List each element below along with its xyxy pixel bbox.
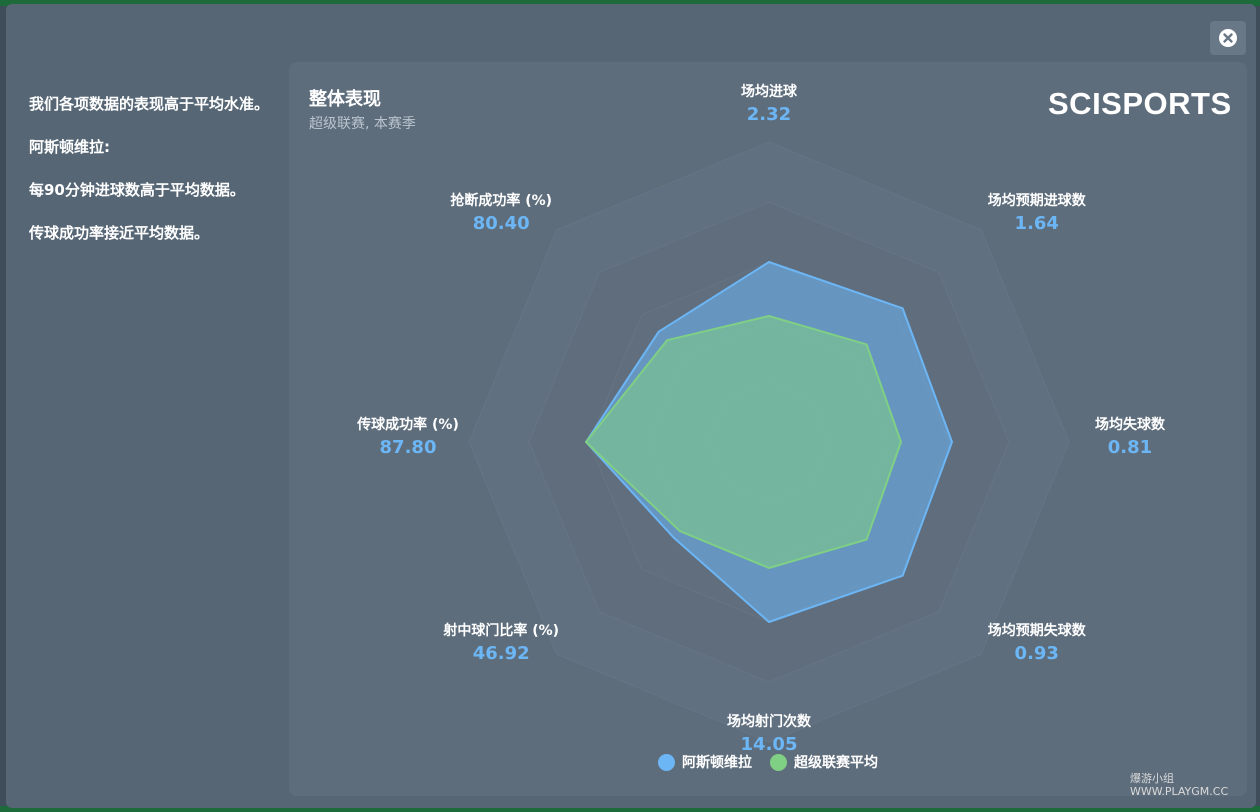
chart-legend: 阿斯顿维拉 超级联赛平均: [658, 752, 878, 772]
radar-axis-value: 14.05: [740, 734, 798, 755]
legend-dot-league: [770, 753, 787, 771]
watermark: 爆游小组 WWW.PLAYGM.CC: [1130, 772, 1228, 798]
radar-axis-label: 传球成功率 (%) 87.80: [308, 416, 508, 459]
overall-performance-panel: 整体表现 超级联赛, 本赛季 SCISPORTS 场均进球 2.32 场均预期进球数…: [289, 62, 1247, 796]
radar-axis-label: 场均失球数 0.81: [1030, 416, 1230, 459]
radar-axis-label: 场均预期进球数 1.64: [937, 192, 1137, 235]
radar-axis-name: 射中球门比率 (%): [443, 622, 560, 639]
radar-axis-label: 抢断成功率 (%) 80.40: [401, 192, 601, 235]
background-strip-bottom: [0, 806, 1260, 812]
radar-axis-label: 射中球门比率 (%) 46.92: [401, 622, 601, 665]
legend-label-league: 超级联赛平均: [794, 755, 878, 771]
radar-axis-name: 场均射门次数: [727, 714, 811, 730]
radar-axis-label: 场均射门次数 14.05: [669, 713, 869, 756]
radar-axis-name: 场均预期进球数: [987, 193, 1086, 210]
radar-axis-name: 场均失球数: [1095, 417, 1165, 433]
radar-axis-label: 场均预期失球数 0.93: [937, 622, 1137, 665]
background-strip-top: [0, 0, 1260, 6]
note-goals: 每90分钟进球数高于平均数据。: [29, 181, 245, 199]
radar-axis-name: 场均预期失球数: [987, 622, 1086, 639]
radar-axis-value: 46.92: [472, 642, 530, 664]
panel-subtitle: 超级联赛, 本赛季: [309, 116, 416, 132]
note-summary: 我们各项数据的表现高于平均水准。: [29, 95, 270, 113]
performance-modal: 我们各项数据的表现高于平均水准。 阿斯顿维拉: 每90分钟进球数高于平均数据。 …: [6, 4, 1256, 808]
radar-axis-name: 传球成功率 (%): [357, 417, 459, 433]
legend-label-team: 阿斯顿维拉: [682, 755, 752, 771]
close-button[interactable]: [1210, 21, 1246, 55]
radar-axis-value: 87.80: [379, 437, 437, 458]
close-icon: [1219, 29, 1237, 47]
legend-item-league: 超级联赛平均: [770, 752, 878, 772]
panel-title: 整体表现: [309, 89, 381, 110]
analysis-notes: 我们各项数据的表现高于平均水准。 阿斯顿维拉: 每90分钟进球数高于平均数据。 …: [29, 94, 289, 266]
note-team-name: 阿斯顿维拉:: [29, 138, 110, 156]
radar-axis-value: 80.40: [472, 213, 530, 235]
radar-axis-name: 抢断成功率 (%): [450, 193, 553, 210]
radar-axis-name: 场均进球: [741, 84, 797, 100]
radar-axis-label: 场均进球 2.32: [669, 83, 869, 126]
radar-axis-value: 1.64: [1014, 213, 1059, 235]
scisports-logo: SCISPORTS: [1048, 86, 1232, 121]
watermark-line1: 爆游小组: [1130, 772, 1174, 785]
radar-axis-value: 0.93: [1014, 642, 1059, 664]
legend-item-team: 阿斯顿维拉: [658, 752, 752, 772]
radar-chart: [468, 141, 1070, 743]
radar-axis-value: 2.32: [746, 104, 792, 125]
note-passing: 传球成功率接近平均数据。: [29, 224, 210, 242]
radar-axis-value: 0.81: [1107, 437, 1153, 458]
watermark-line2: WWW.PLAYGM.CC: [1130, 785, 1229, 798]
legend-dot-team: [658, 753, 675, 771]
radar-series-league: [585, 315, 902, 569]
